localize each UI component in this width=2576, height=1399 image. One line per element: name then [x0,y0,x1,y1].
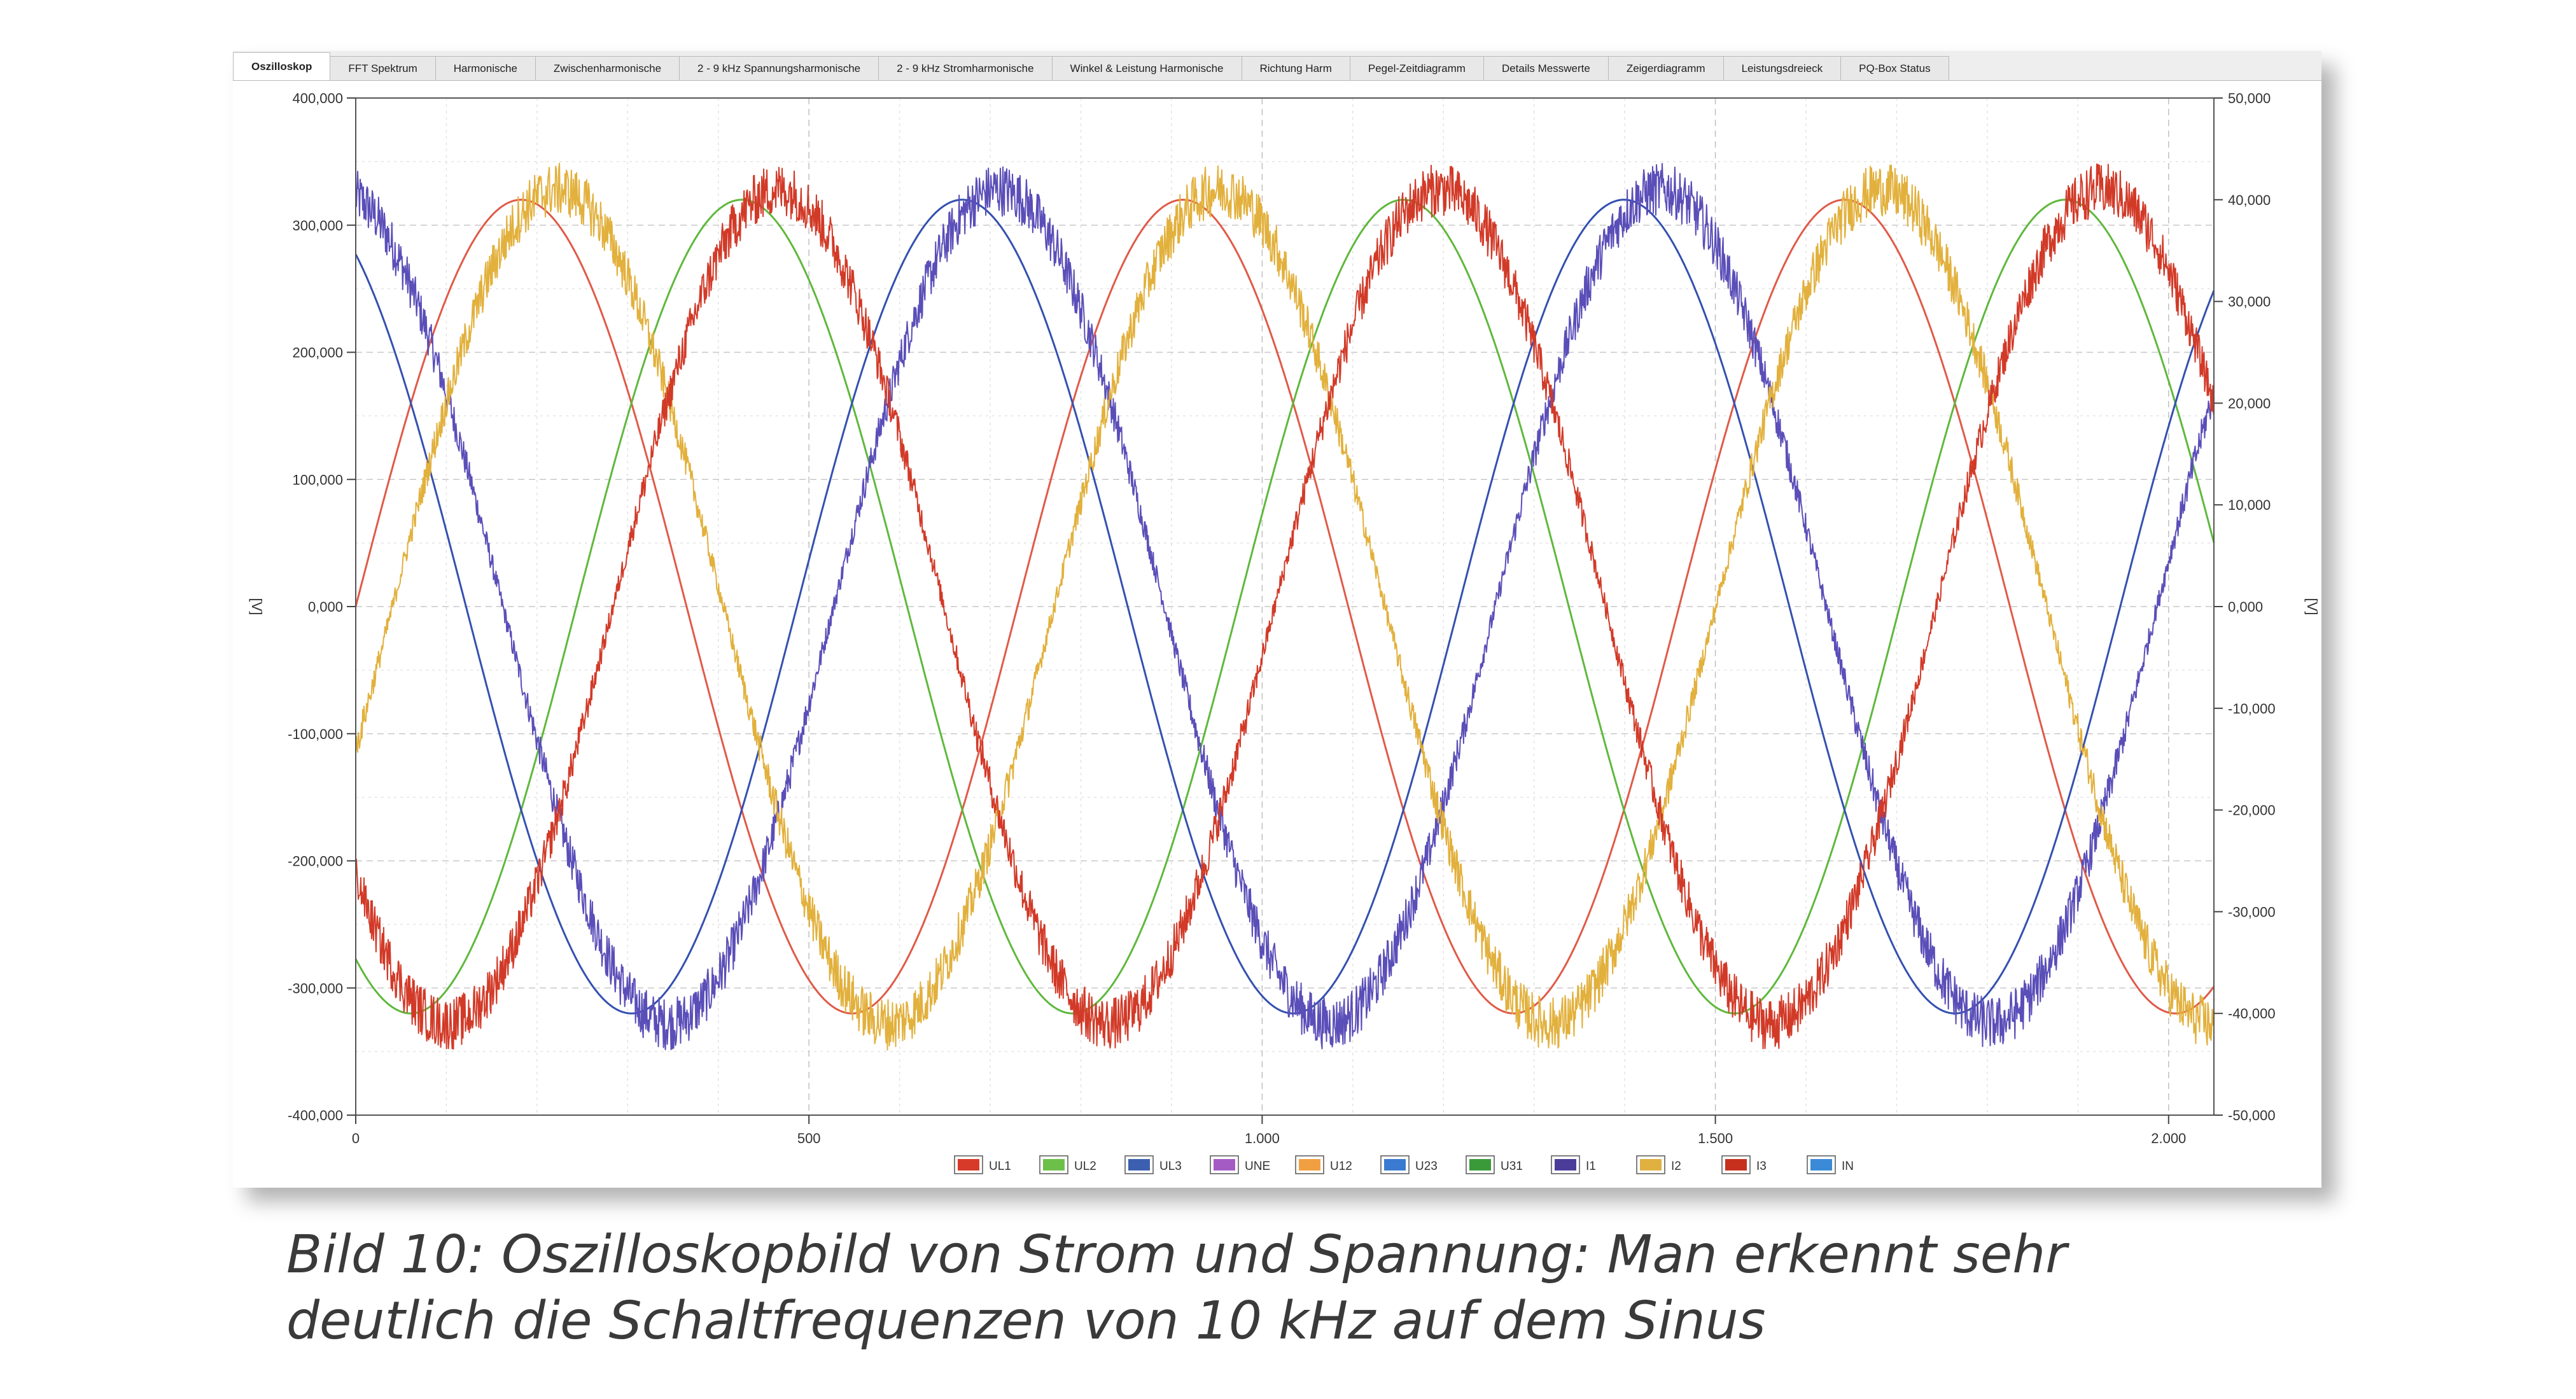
legend-label: UL3 [1159,1160,1182,1173]
series-line-ul2 [354,199,2215,1015]
legend-swatch [1725,1159,1747,1171]
tab-harmonische[interactable]: Harmonische [435,56,536,80]
legend-item-ul1[interactable]: UL1 [954,1155,1011,1174]
y-right-tick-label: 10,000 [2228,497,2271,513]
oscilloscope-chart: 400,000 300,000 200,000 100,000 0,000 -100,00… [249,90,2320,1174]
legend-swatch [1469,1159,1491,1171]
legend-swatch [1384,1159,1406,1171]
legend-label: U12 [1330,1160,1352,1173]
legend-label: I1 [1586,1160,1596,1173]
legend-item-u23[interactable]: U23 [1380,1155,1438,1174]
x-tick-label: 0 [352,1130,360,1146]
y-right-tick-label: 30,000 [2228,294,2271,310]
y-right-tick-label: -40,000 [2228,1006,2276,1022]
y-left-tick-label: -200,000 [288,854,343,869]
y-right-tick-label: 40,000 [2228,192,2271,208]
y-right-tick-label: -20,000 [2228,803,2276,819]
series-line-i2 [355,162,2215,1051]
legend-item-i2[interactable]: I2 [1636,1155,1681,1174]
tab-richtung-harm[interactable]: Richtung Harm [1241,56,1350,80]
y-right-tick-label: -30,000 [2228,904,2276,920]
y-left-tick-label: 100,000 [292,472,343,488]
x-tick-label: 2.000 [2151,1130,2186,1146]
chart-legend: UL1 UL2 UL3 UNE U12 U23 U31 I1 I2 I3 IN [954,1155,1854,1174]
legend-swatch [1640,1159,1662,1171]
tab-winkel-leistung-harmonische[interactable]: Winkel & Leistung Harmonische [1051,56,1242,80]
legend-label: I3 [1756,1160,1767,1173]
legend-item-ul3[interactable]: UL3 [1124,1155,1182,1174]
legend-swatch [958,1159,979,1171]
chart-series-group [354,162,2215,1051]
y-right-axis-label: [V] [2304,598,2320,615]
legend-swatch [1810,1159,1832,1171]
y-left-tick-label: -400,000 [288,1107,343,1123]
x-tick-label: 1.500 [1698,1130,1733,1146]
tab-leistungsdreieck[interactable]: Leistungsdreieck [1723,56,1842,80]
legend-item-i1[interactable]: I1 [1551,1155,1596,1174]
y-right-tick-label: 0,000 [2228,599,2263,615]
legend-label: UL2 [1074,1160,1096,1173]
tab-2-9-khz-spannungsharmonische[interactable]: 2 - 9 kHz Spannungsharmonische [679,56,879,80]
y-right-tick-label: -10,000 [2228,701,2276,717]
series-line-ul1 [354,199,2215,1015]
y-left-axis-label: [V] [249,598,265,615]
legend-label: UL1 [989,1160,1011,1173]
legend-swatch [1043,1159,1065,1171]
caption-line-1: Bild 10: Oszilloskopbild von Strom und S… [286,1225,2067,1285]
tab-oszilloskop[interactable]: Oszilloskop [233,52,331,80]
tab-details-messwerte[interactable]: Details Messwerte [1483,56,1609,80]
legend-swatch [1128,1159,1150,1171]
tab-2-9-khz-stromharmonische[interactable]: 2 - 9 kHz Stromharmonische [878,56,1053,80]
y-left-tick-label: -300,000 [288,980,343,996]
y-left-tick-label: 400,000 [292,90,343,106]
tab-bar: Oszilloskop FFT Spektrum Harmonische Zwisch… [233,51,2321,81]
x-tick-label: 1.000 [1245,1130,1280,1146]
legend-item-u31[interactable]: U31 [1466,1155,1523,1174]
tab-zwischenharmonische[interactable]: Zwischenharmonische [535,56,680,80]
y-left-tick-label: 0,000 [308,599,343,615]
legend-swatch [1299,1159,1320,1171]
legend-swatch [1214,1159,1235,1171]
series-line-i3 [355,163,2215,1050]
y-right-tick-label: 20,000 [2228,395,2271,411]
legend-label: U23 [1415,1160,1438,1173]
legend-item-une[interactable]: UNE [1210,1155,1270,1174]
series-line-ul3 [354,199,2215,1015]
legend-label: IN [1842,1160,1854,1173]
chart-axes: 400,000 300,000 200,000 100,000 0,000 -100,00… [249,90,2320,1146]
y-left-tick-label: 300,000 [292,218,343,234]
y-right-tick-label: -50,000 [2228,1107,2276,1123]
legend-item-ul2[interactable]: UL2 [1039,1155,1096,1174]
tab-pq-box-status[interactable]: PQ-Box Status [1840,56,1949,80]
tab-pegel-zeitdiagramm[interactable]: Pegel-Zeitdiagramm [1349,56,1484,80]
y-left-tick-label: -100,000 [288,726,343,742]
legend-label: I2 [1671,1160,1681,1173]
legend-item-u12[interactable]: U12 [1295,1155,1352,1174]
legend-label: U31 [1501,1160,1523,1173]
legend-item-in[interactable]: IN [1807,1155,1854,1174]
series-line-i1 [355,163,2215,1050]
oscilloscope-window: Oszilloskop FFT Spektrum Harmonische Zwisch… [233,51,2321,1188]
y-left-tick-label: 200,000 [292,345,343,361]
caption-line-2: deutlich die Schaltfrequenzen von 10 kHz… [286,1291,1766,1351]
legend-label: UNE [1245,1160,1270,1173]
x-tick-label: 500 [797,1130,821,1146]
figure-caption: Bild 10: Oszilloskopbild von Strom und S… [286,1222,2514,1354]
legend-swatch [1555,1159,1576,1171]
tab-zeigerdiagramm[interactable]: Zeigerdiagramm [1607,56,1724,80]
y-right-tick-label: 50,000 [2228,90,2271,106]
legend-item-i3[interactable]: I3 [1721,1155,1767,1174]
